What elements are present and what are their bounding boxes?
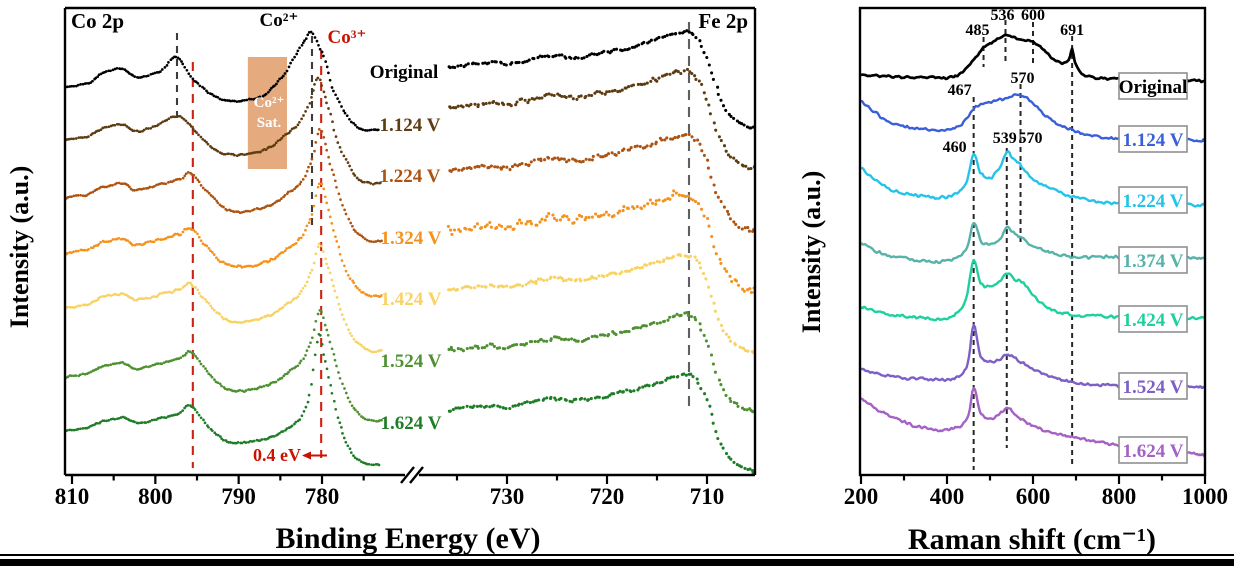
raman-peak-label-570-8: 570: [1019, 130, 1043, 147]
fe2p-region-label: Fe 2p: [698, 9, 748, 33]
xps-co-curve-1.424V: [66, 242, 383, 354]
raman-series-label-1.424V: 1.424 V: [1123, 310, 1184, 331]
left-x-axis-label: Binding Energy (eV): [275, 522, 541, 555]
co-tick-label-800: 800: [138, 484, 173, 509]
co2-sat-shaded-region: [247, 57, 287, 169]
raman-peak-label-536-1: 536: [990, 7, 1014, 24]
xps-fe-curve-1.424V: [447, 253, 754, 355]
raman-peak-label-570-4: 570: [1011, 70, 1035, 87]
xps-series-label-1.124V: 1.124 V: [380, 115, 441, 136]
xps-co-curve-1.124V: [66, 76, 382, 186]
xps-series-label-Original: Original: [370, 62, 439, 83]
xps-co-curve-1.324V: [66, 182, 383, 299]
peak-shift-annotation: 0.4 eV: [253, 445, 301, 465]
axis-break-slash-1: [400, 466, 415, 484]
right-y-axis-label: Intensity (a.u.): [797, 170, 826, 334]
xps-fe-curve-1.524V: [447, 310, 754, 414]
raman-tick-label-800: 800: [1102, 484, 1137, 509]
raman-tick-label-1000: 1000: [1182, 484, 1228, 509]
raman-label-box-1.124V: [1118, 125, 1188, 153]
raman-label-box-1.624V: [1118, 436, 1188, 464]
xps-co-curve-1.624V: [66, 332, 381, 467]
raman-series-label-1.374V: 1.374 V: [1123, 251, 1184, 272]
raman-series-label-1.624V: 1.624 V: [1123, 441, 1184, 462]
raman-label-box-1.374V: [1118, 246, 1188, 274]
bottom-black-band: [0, 559, 1234, 566]
raman-series-label-1.224V: 1.224 V: [1123, 191, 1184, 212]
co2-satellite-box: Co²⁺ Sat.: [249, 57, 289, 169]
co-tick-label-780: 780: [305, 484, 340, 509]
xps-fe-curve-1.124V: [448, 67, 754, 171]
raman-peak-label-691-3: 691: [1060, 22, 1084, 39]
xps-fe-curve-1.324V: [446, 189, 754, 294]
axis-break-slash-2: [409, 466, 424, 484]
raman-tick-label-400: 400: [930, 484, 965, 509]
shift-arrow-head: [302, 451, 311, 460]
right-x-axis-label: Raman shift (cm⁻¹): [907, 523, 1157, 556]
raman-label-box-1.524V: [1118, 372, 1188, 400]
sat-box-line1: Co²⁺: [253, 95, 285, 111]
fe-tick-label-720: 720: [590, 484, 625, 509]
raman-peak-label-600-2: 600: [1021, 7, 1045, 24]
raman-peak-label-539-7: 539: [993, 130, 1017, 147]
raman-series-label-1.524V: 1.524 V: [1123, 377, 1184, 398]
fe-tick-label-730: 730: [490, 484, 525, 509]
sat-box-line2: Sat.: [256, 114, 282, 131]
xps-fe-curve-1.224V: [448, 132, 754, 233]
bottom-border-line: [0, 554, 1234, 556]
raman-peak-label-485-0: 485: [966, 22, 990, 39]
xps-fe-curve-Original: [447, 29, 754, 130]
raman-label-box-Original: [1118, 72, 1188, 100]
raman-tick-label-600: 600: [1016, 484, 1051, 509]
co2plus-annotation: Co²⁺: [259, 10, 299, 31]
xps-series-label-1.624V: 1.624 V: [381, 413, 442, 434]
fe-tick-label-710: 710: [690, 484, 725, 509]
left-y-axis-label: Intensity (a.u.): [5, 165, 34, 329]
co3plus-annotation: Co³⁺: [327, 27, 367, 48]
xps-fe-curve-1.624V: [447, 372, 754, 474]
raman-peak-label-460-6: 460: [943, 139, 967, 156]
xps-series-label-1.224V: 1.224 V: [380, 166, 441, 187]
raman-label-box-1.224V: [1118, 186, 1188, 214]
xps-co-curve-1.224V: [66, 128, 383, 244]
raman-label-box-1.424V: [1118, 305, 1188, 333]
raman-peak-label-467-5: 467: [948, 82, 972, 99]
co-tick-label-790: 790: [221, 484, 256, 509]
raman-tick-label-200: 200: [844, 484, 879, 509]
xps-co-curve-Original: [66, 30, 380, 132]
co2p-region-label: Co 2p: [71, 9, 125, 33]
xps-series-label-1.524V: 1.524 V: [381, 351, 442, 372]
xps-series-label-1.424V: 1.424 V: [381, 289, 442, 310]
raman-series-label-Original: Original: [1119, 77, 1188, 98]
raman-series-label-1.124V: 1.124 V: [1123, 130, 1184, 151]
xps-series-label-1.324V: 1.324 V: [381, 228, 442, 249]
xps-co-curve-1.524V: [66, 309, 383, 423]
co-tick-label-810: 810: [55, 484, 90, 509]
